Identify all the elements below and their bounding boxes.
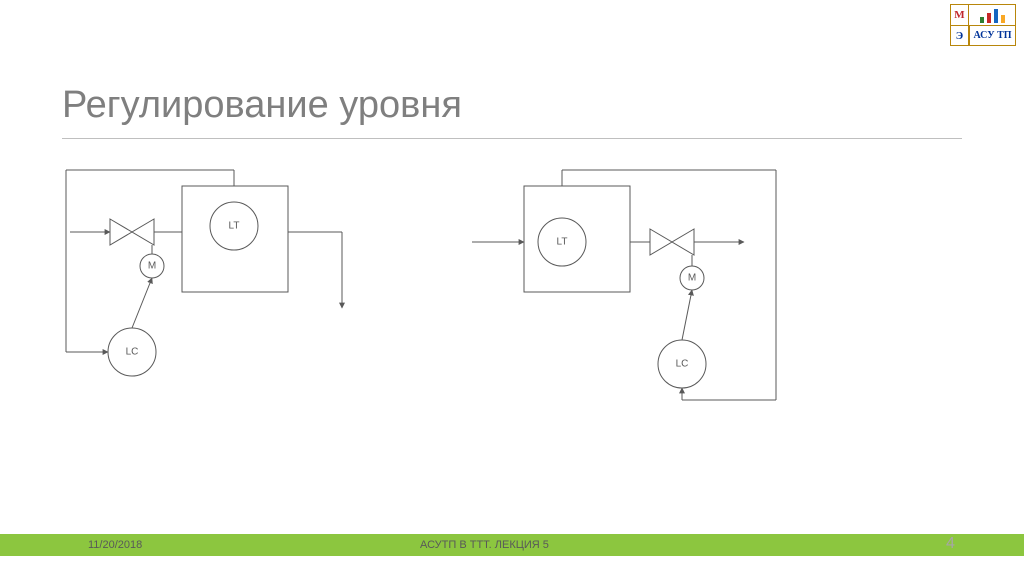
logo-bar (994, 9, 998, 23)
svg-text:LT: LT (229, 221, 240, 232)
logo-chart-icon (969, 5, 1015, 25)
svg-text:M: M (148, 261, 156, 272)
title-underline (62, 138, 962, 139)
logo-bar (1001, 15, 1005, 23)
svg-text:M: M (688, 273, 696, 284)
footer-page: 4 (946, 535, 955, 553)
page-title: Регулирование уровня (62, 84, 462, 127)
footer-date: 11/20/2018 (88, 539, 142, 551)
svg-text:LC: LC (126, 347, 139, 358)
logo-letter-e: Э (951, 25, 969, 45)
logo-bar (987, 13, 991, 23)
svg-text:LC: LC (676, 359, 689, 370)
footer-center: АСУТП В ТТТ. ЛЕКЦИЯ 5 (420, 539, 549, 551)
logo: М Э АСУ ТП (950, 4, 1016, 46)
logo-letter-m: М (951, 5, 969, 25)
svg-text:LT: LT (557, 237, 568, 248)
pid-diagram: LT M LC LT M LC (56, 160, 876, 480)
logo-text-asu: АСУ ТП (969, 25, 1015, 45)
logo-bar (980, 17, 984, 23)
